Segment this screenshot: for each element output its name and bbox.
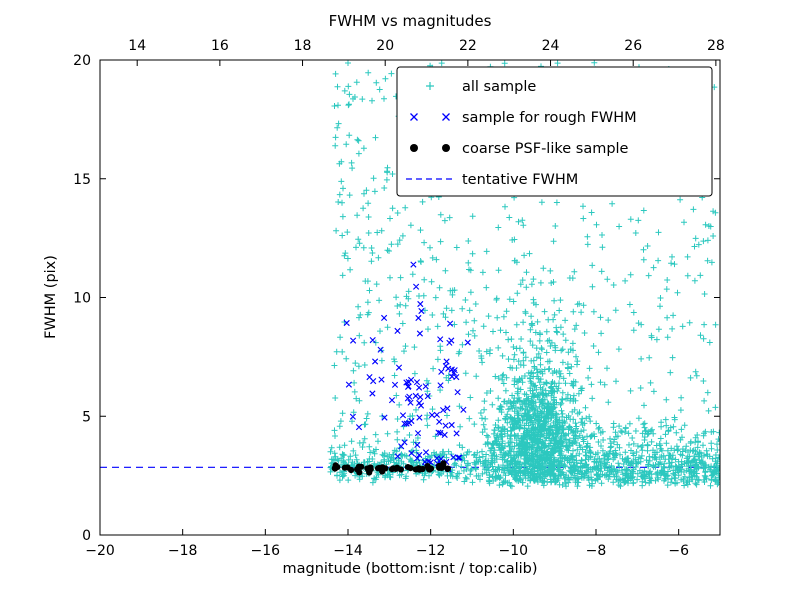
x-bottom-tick-label: −12 bbox=[416, 543, 446, 559]
legend-handles bbox=[406, 82, 454, 180]
all-sample-markers bbox=[327, 60, 720, 490]
y-tick-label: 20 bbox=[73, 53, 91, 69]
legend-label-all-sample: all sample bbox=[462, 79, 536, 95]
legend-cross-icon bbox=[410, 113, 418, 121]
chart-title: FWHM vs magnitudes bbox=[329, 12, 492, 30]
scatter-points-layer bbox=[100, 60, 720, 490]
series-sample-for-rough-FWHM bbox=[343, 261, 471, 473]
x-top-tick-label: 16 bbox=[211, 38, 229, 54]
series-all-sample bbox=[327, 60, 720, 490]
x-bottom-tick-label: −20 bbox=[85, 543, 115, 559]
x-bottom-tick-label: −14 bbox=[333, 543, 363, 559]
x-top-tick-label: 24 bbox=[542, 38, 560, 54]
psf-sample-point bbox=[364, 465, 371, 472]
legend-label-tentative-fwhm: tentative FWHM bbox=[462, 172, 578, 188]
y-tick-label: 10 bbox=[73, 291, 91, 307]
y-tick-label: 15 bbox=[73, 172, 91, 188]
psf-sample-point bbox=[444, 465, 451, 472]
x-top-tick-label: 26 bbox=[624, 38, 642, 54]
psf-sample-point bbox=[404, 464, 411, 471]
psf-sample-point bbox=[425, 465, 432, 473]
psf-sample-point bbox=[332, 462, 339, 469]
axis-tick-labels: −20 −18 −16 −14 −12 −10 −8 −6 14 16 18 20 22 24 26 28 0 5… bbox=[73, 38, 725, 559]
psf-sample-point bbox=[440, 460, 447, 467]
psf-sample-point bbox=[397, 466, 404, 473]
psf-sample-point bbox=[436, 464, 443, 471]
x-axis-label: magnitude (bottom:isnt / top:calib) bbox=[282, 561, 537, 577]
axis-ticks bbox=[99, 59, 720, 536]
x-bottom-tick-label: −10 bbox=[499, 543, 529, 559]
x-top-tick-label: 22 bbox=[459, 38, 477, 54]
x-top-tick-label: 20 bbox=[376, 38, 394, 54]
psf-sample-point bbox=[356, 469, 363, 476]
legend-dot-icon bbox=[410, 144, 418, 152]
y-tick-label: 0 bbox=[82, 528, 91, 544]
y-tick-label: 5 bbox=[82, 409, 91, 425]
x-top-tick-label: 18 bbox=[294, 38, 312, 54]
psf-sample-point bbox=[348, 466, 355, 474]
x-bottom-tick-label: −8 bbox=[586, 543, 607, 559]
x-top-tick-label: 28 bbox=[707, 38, 725, 54]
legend: all sample sample for rough FWHM coarse … bbox=[396, 66, 713, 197]
psf-sample-point bbox=[379, 468, 386, 475]
x-bottom-tick-label: −16 bbox=[251, 543, 281, 559]
psf-sample-point bbox=[374, 465, 382, 472]
y-axis-label: FWHM (pix) bbox=[43, 255, 59, 339]
x-bottom-tick-label: −6 bbox=[668, 543, 689, 559]
x-top-tick-label: 14 bbox=[128, 38, 146, 54]
legend-cross-icon bbox=[442, 113, 450, 121]
legend-plus-icon bbox=[426, 82, 434, 90]
legend-box bbox=[396, 66, 713, 197]
psf-sample-point bbox=[355, 463, 362, 470]
legend-label-psf-like-sample: coarse PSF-like sample bbox=[462, 141, 629, 157]
series-coarse-PSF-like-sample bbox=[331, 460, 451, 476]
psf-sample-point bbox=[415, 465, 422, 472]
rough-fwhm-markers bbox=[343, 261, 471, 473]
legend-label-rough-fwhm: sample for rough FWHM bbox=[462, 110, 637, 126]
psf-sample-point bbox=[392, 465, 399, 472]
x-bottom-tick-label: −18 bbox=[168, 543, 198, 559]
legend-dot-icon bbox=[442, 144, 450, 152]
